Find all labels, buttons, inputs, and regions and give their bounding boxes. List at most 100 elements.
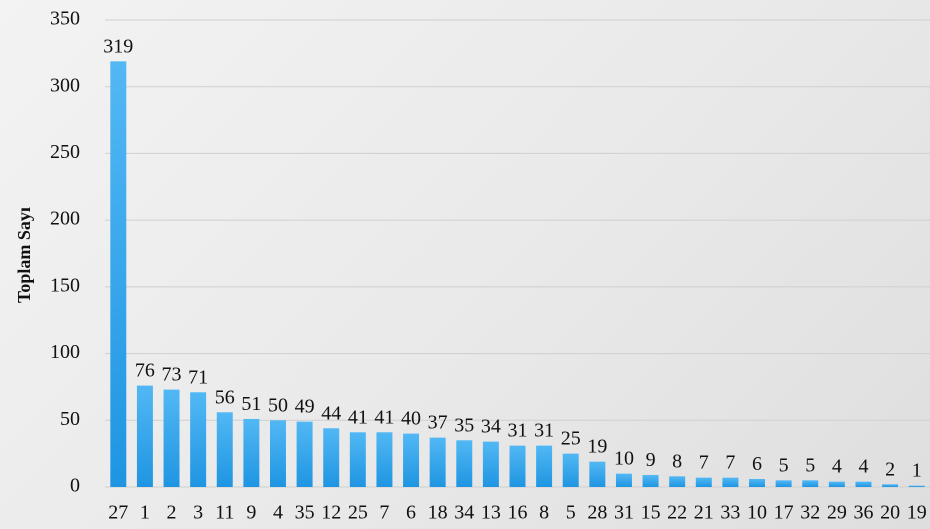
data-label: 7 bbox=[699, 452, 709, 474]
y-tick-label: 200 bbox=[50, 208, 80, 230]
y-tick-label: 300 bbox=[50, 74, 80, 96]
bar bbox=[376, 432, 393, 487]
x-tick-label: 13 bbox=[481, 502, 501, 524]
y-tick-label: 50 bbox=[60, 408, 80, 430]
x-tick-label: 35 bbox=[295, 502, 315, 524]
x-tick-label: 6 bbox=[406, 502, 416, 524]
data-label: 7 bbox=[725, 452, 735, 474]
data-label: 5 bbox=[779, 454, 789, 476]
bar bbox=[589, 461, 606, 487]
data-label: 51 bbox=[241, 393, 261, 415]
data-label: 34 bbox=[481, 416, 501, 438]
x-tick-label: 11 bbox=[215, 502, 234, 524]
x-tick-label: 7 bbox=[379, 502, 389, 524]
x-tick-label: 20 bbox=[880, 502, 900, 524]
data-label: 25 bbox=[561, 428, 581, 450]
x-tick-label: 8 bbox=[539, 502, 549, 524]
bar bbox=[562, 453, 579, 487]
x-tick-label: 36 bbox=[853, 502, 873, 524]
data-label: 9 bbox=[646, 449, 656, 471]
data-label: 31 bbox=[508, 420, 528, 442]
data-label: 10 bbox=[614, 448, 634, 470]
x-tick-label: 33 bbox=[720, 502, 740, 524]
data-label: 41 bbox=[374, 406, 394, 428]
x-tick-label: 21 bbox=[694, 502, 714, 524]
bars bbox=[110, 61, 925, 488]
data-label: 4 bbox=[832, 456, 842, 478]
x-tick-label: 5 bbox=[566, 502, 576, 524]
bar bbox=[270, 420, 286, 487]
bar bbox=[536, 445, 553, 487]
y-axis-label: Toplam Sayı bbox=[14, 207, 34, 303]
x-tick-label: 19 bbox=[907, 502, 927, 524]
bar bbox=[110, 61, 127, 488]
y-tick-label: 150 bbox=[50, 274, 80, 296]
bar bbox=[882, 484, 899, 487]
x-tick-label: 12 bbox=[321, 502, 341, 524]
x-tick-label: 31 bbox=[614, 502, 634, 524]
y-axis-ticks: 0 50 100 150 200 250 300 350 bbox=[50, 8, 80, 497]
bar bbox=[775, 480, 792, 487]
x-tick-label: 22 bbox=[667, 502, 687, 524]
bar bbox=[828, 481, 845, 487]
data-label: 49 bbox=[295, 396, 315, 418]
bar bbox=[349, 432, 366, 487]
x-tick-label: 34 bbox=[454, 502, 474, 524]
bar bbox=[695, 477, 712, 487]
data-label: 319 bbox=[103, 35, 133, 57]
bar bbox=[456, 440, 473, 487]
x-tick-label: 1 bbox=[140, 502, 150, 524]
x-tick-label: 32 bbox=[800, 502, 820, 524]
y-tick-label: 0 bbox=[70, 475, 80, 497]
data-label: 44 bbox=[321, 402, 341, 424]
data-label: 8 bbox=[672, 450, 682, 472]
bar bbox=[509, 445, 526, 487]
bar bbox=[749, 478, 765, 487]
data-label: 35 bbox=[454, 414, 474, 436]
bar bbox=[669, 476, 686, 487]
data-label: 41 bbox=[348, 406, 368, 428]
bar bbox=[642, 474, 659, 487]
x-tick-label: 18 bbox=[428, 502, 448, 524]
x-tick-label: 16 bbox=[508, 502, 528, 524]
x-tick-label: 28 bbox=[587, 502, 607, 524]
x-tick-label: 3 bbox=[193, 502, 203, 524]
x-tick-label: 29 bbox=[827, 502, 847, 524]
data-label: 5 bbox=[805, 454, 815, 476]
y-tick-label: 100 bbox=[50, 341, 80, 363]
data-label: 56 bbox=[215, 386, 235, 408]
bar bbox=[243, 418, 260, 487]
gridlines bbox=[105, 19, 930, 488]
data-label: 40 bbox=[401, 408, 421, 430]
bar bbox=[403, 433, 420, 487]
x-axis-ticks: 27 1 2 3 11 9 4 35 12 25 7 6 18 34 13 16 8 5 28 31 15 22 21 33 1… bbox=[108, 502, 926, 524]
bar bbox=[802, 480, 819, 487]
x-tick-label: 2 bbox=[167, 502, 177, 524]
data-label: 6 bbox=[752, 453, 762, 475]
data-label: 37 bbox=[428, 412, 448, 434]
bar bbox=[722, 477, 739, 487]
x-tick-label: 15 bbox=[641, 502, 661, 524]
data-label: 1 bbox=[912, 460, 922, 482]
x-tick-label: 25 bbox=[348, 502, 368, 524]
y-tick-label: 250 bbox=[50, 141, 80, 163]
bar bbox=[615, 473, 632, 487]
bar bbox=[323, 428, 340, 487]
bar bbox=[163, 389, 180, 487]
bar bbox=[482, 441, 499, 487]
bar bbox=[216, 412, 233, 487]
bar bbox=[296, 421, 313, 487]
bar bbox=[908, 485, 925, 487]
x-tick-label: 9 bbox=[246, 502, 256, 524]
data-label: 4 bbox=[858, 456, 868, 478]
x-tick-label: 10 bbox=[747, 502, 767, 524]
data-label: 2 bbox=[885, 458, 895, 480]
bar bbox=[136, 385, 153, 487]
bar bbox=[429, 437, 446, 487]
data-label: 50 bbox=[268, 394, 288, 416]
x-tick-label: 27 bbox=[108, 502, 128, 524]
bar bbox=[190, 392, 207, 487]
bar bbox=[855, 481, 872, 487]
